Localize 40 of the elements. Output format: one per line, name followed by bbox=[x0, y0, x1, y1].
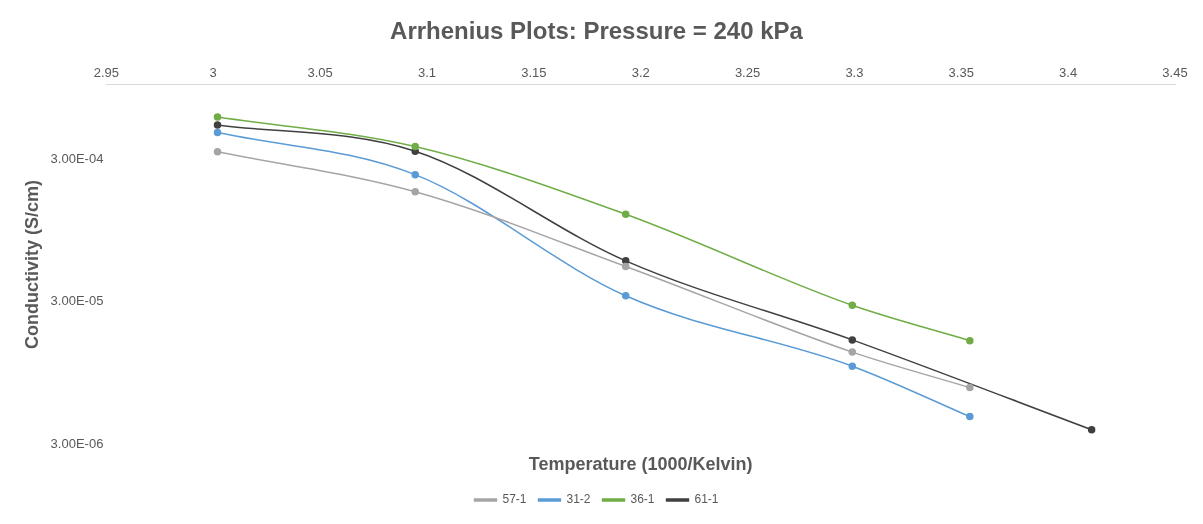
point bbox=[621, 210, 630, 219]
y-axis-title: Conductivity (S/cm) bbox=[21, 179, 42, 349]
x-tick-label: 3.3 bbox=[845, 65, 864, 81]
legend-label: 31-2 bbox=[566, 492, 591, 507]
x-tick-label: 3.05 bbox=[307, 65, 333, 81]
point bbox=[848, 336, 857, 344]
point bbox=[213, 121, 222, 129]
x-tick-label: 3.15 bbox=[521, 65, 547, 81]
y-tick-label: 3.00E-06 bbox=[50, 435, 104, 451]
legend-label: 36-1 bbox=[630, 492, 655, 507]
point bbox=[621, 257, 630, 265]
point bbox=[966, 383, 974, 392]
point bbox=[1087, 426, 1096, 434]
legend-label: 61-1 bbox=[694, 492, 719, 507]
point bbox=[848, 301, 857, 310]
x-tick-label: 3.35 bbox=[948, 65, 974, 81]
point bbox=[213, 113, 222, 121]
point bbox=[621, 292, 630, 300]
point bbox=[966, 412, 974, 421]
point bbox=[848, 362, 857, 370]
x-tick-label: 3.1 bbox=[417, 65, 436, 81]
point bbox=[213, 128, 222, 137]
point bbox=[411, 142, 419, 151]
x-tick-label: 3.25 bbox=[734, 65, 761, 81]
x-tick-label: 3.4 bbox=[1059, 65, 1078, 81]
point bbox=[966, 336, 974, 345]
x-axis-title: Temperature (1000/Kelvin) bbox=[528, 454, 753, 475]
point bbox=[411, 187, 419, 196]
chart-title: Arrhenius Plots: Pressure = 240 kPa bbox=[390, 17, 804, 45]
y-tick-label: 3.00E-04 bbox=[50, 150, 104, 166]
point bbox=[411, 170, 419, 179]
x-tick-label: 3.45 bbox=[1162, 65, 1188, 81]
x-tick-label: 3 bbox=[209, 65, 217, 81]
x-tick-label: 2.95 bbox=[93, 65, 120, 81]
point bbox=[213, 148, 222, 156]
point bbox=[621, 262, 630, 271]
legend-label: 57-1 bbox=[502, 492, 527, 507]
point bbox=[848, 348, 857, 356]
y-tick-label: 3.00E-05 bbox=[50, 293, 104, 309]
x-tick-label: 3.2 bbox=[631, 65, 650, 81]
